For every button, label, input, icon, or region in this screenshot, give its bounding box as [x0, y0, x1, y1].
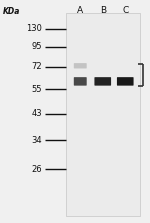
FancyBboxPatch shape	[94, 77, 111, 86]
Text: 72: 72	[31, 62, 42, 71]
Text: A: A	[77, 6, 83, 14]
FancyBboxPatch shape	[74, 63, 87, 68]
Text: 55: 55	[32, 85, 42, 94]
Bar	[66, 13, 140, 216]
Text: B: B	[100, 6, 106, 14]
FancyBboxPatch shape	[117, 77, 134, 86]
Text: KDa: KDa	[3, 7, 20, 16]
Text: C: C	[122, 6, 128, 14]
Text: 43: 43	[31, 109, 42, 118]
Text: 26: 26	[31, 165, 42, 174]
Text: 130: 130	[26, 25, 42, 33]
Text: 95: 95	[32, 42, 42, 51]
FancyBboxPatch shape	[74, 77, 87, 86]
Text: 34: 34	[31, 136, 42, 145]
